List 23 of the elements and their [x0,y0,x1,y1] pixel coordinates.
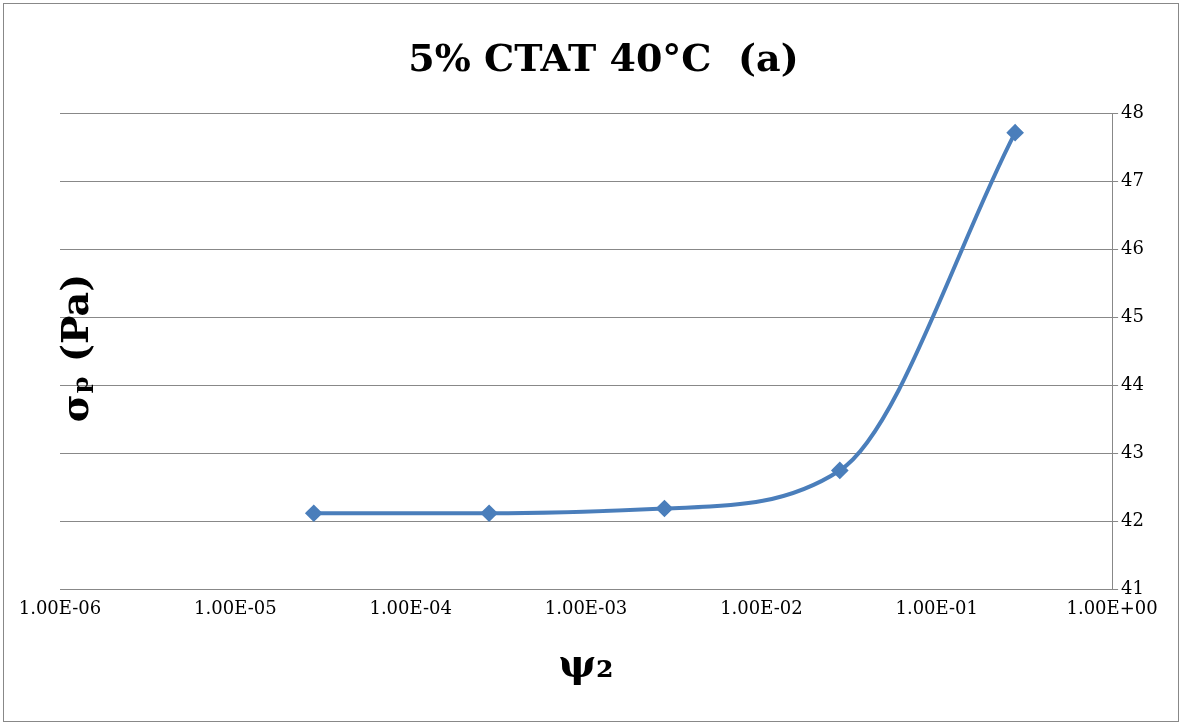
x-tick-label: 1.00E-02 [720,596,803,618]
point [831,462,848,479]
y-tick-label: 46 [1121,237,1144,259]
point [481,505,498,522]
y-axis-title: σₚ (Pa) [51,273,97,423]
x-tick-label: 1.00E-01 [895,596,979,618]
x-tick-label: 1.00E-06 [18,596,102,618]
x-tick-label: 1.00E-05 [194,596,277,618]
x-axis-title: ψ₂ [558,639,614,687]
y-tick-label: 43 [1121,441,1144,463]
y-tick-label: 45 [1121,305,1144,327]
x-tick-label: 1.00E+00 [1066,596,1158,618]
y-tick-label: 44 [1121,373,1144,395]
y-tick-label: 42 [1121,509,1144,531]
y-tick-label: 41 [1121,577,1144,599]
point [1007,124,1024,141]
y-tick-label: 48 [1121,101,1144,123]
y-tick-label: 47 [1121,169,1144,191]
point [305,505,322,522]
point [656,500,673,517]
x-tick-label: 1.00E-04 [369,596,452,618]
chart-title: 5% CTAT 40°C (a) [408,34,799,80]
x-tick-label: 1.00E-03 [544,596,628,618]
